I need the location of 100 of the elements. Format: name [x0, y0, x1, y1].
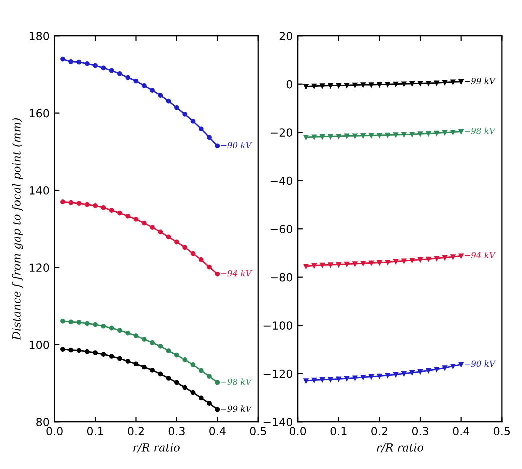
y-tick-label: −60 [270, 225, 292, 234]
point [426, 256, 432, 262]
point [150, 88, 155, 93]
point [352, 376, 358, 381]
point [442, 255, 448, 260]
x-tick-label: 0.2 [128, 427, 144, 436]
y-tick-label: 180 [30, 32, 50, 40]
x-tick-label: 0.4 [210, 427, 226, 436]
point [93, 63, 98, 68]
point [344, 376, 350, 382]
point [458, 362, 464, 368]
point [328, 134, 334, 140]
point [174, 105, 180, 110]
point [118, 356, 122, 362]
point [402, 371, 407, 376]
y-tick-label: −20 [270, 128, 292, 137]
x-tick-label: 0.5 [250, 427, 266, 436]
point [442, 80, 448, 86]
point [190, 251, 196, 256]
point [158, 93, 164, 98]
point [68, 60, 74, 64]
point [76, 348, 82, 354]
point [142, 220, 147, 226]
y-axis-title: Distance f from gap to focal point (mm) [12, 118, 24, 341]
series-label: −94 kV [221, 270, 252, 277]
point [101, 205, 106, 210]
series-label: −90 kV [221, 142, 252, 149]
point [109, 354, 114, 359]
x-tick-label: 0.1 [87, 427, 104, 436]
point [207, 264, 212, 270]
point [101, 352, 106, 357]
point [109, 208, 114, 214]
x-tick-label: 0.2 [372, 427, 388, 436]
series-label: −90 kV [465, 360, 496, 368]
point [84, 349, 90, 354]
point [336, 262, 342, 268]
point [312, 84, 317, 89]
point [207, 135, 212, 140]
point [312, 134, 317, 140]
point [304, 84, 309, 90]
point [182, 245, 188, 250]
point [126, 359, 131, 364]
series-label: −98 kV [221, 378, 252, 386]
point [377, 82, 382, 88]
point [352, 82, 358, 88]
x-axis-title: r/R ratio [377, 444, 424, 453]
point [166, 98, 172, 104]
series-label: −99 kV [465, 78, 496, 84]
point [190, 390, 196, 396]
point [344, 134, 350, 139]
point [68, 320, 74, 325]
point [158, 372, 164, 377]
point [118, 328, 122, 334]
point [328, 377, 334, 382]
point [410, 370, 415, 376]
point [134, 362, 139, 367]
point [394, 259, 398, 264]
point [158, 230, 164, 235]
point [385, 132, 390, 138]
point [434, 80, 440, 86]
y-tick-label: 20 [280, 32, 292, 40]
point [93, 204, 98, 208]
point [198, 396, 204, 401]
point [336, 376, 342, 382]
point [84, 321, 90, 326]
point [304, 378, 309, 384]
x-tick-label: 0.0 [46, 427, 63, 436]
point [126, 214, 131, 219]
point [450, 130, 456, 135]
point [182, 385, 188, 390]
point [434, 130, 440, 136]
point [134, 217, 139, 222]
point [336, 83, 342, 88]
point [142, 364, 147, 370]
point [166, 376, 172, 381]
series-label: −94 kV [465, 252, 496, 259]
point [369, 133, 374, 138]
point [174, 240, 180, 245]
point [174, 352, 180, 358]
y-tick-label: −120 [264, 370, 292, 378]
y-tick-label: 140 [30, 186, 50, 195]
point [360, 82, 366, 88]
point [328, 83, 334, 88]
point [215, 407, 220, 412]
point [418, 81, 423, 86]
x-tick-label: 0.1 [330, 427, 347, 436]
point [101, 66, 106, 71]
point [166, 234, 172, 240]
point [402, 82, 407, 87]
point [142, 337, 147, 342]
point [60, 56, 66, 62]
x-tick-label: 0.3 [168, 427, 185, 436]
point [93, 322, 98, 328]
point [377, 374, 382, 379]
point [450, 364, 456, 369]
point [76, 60, 82, 65]
point [426, 368, 432, 374]
point [402, 258, 407, 264]
point [402, 132, 407, 138]
point [109, 68, 114, 74]
